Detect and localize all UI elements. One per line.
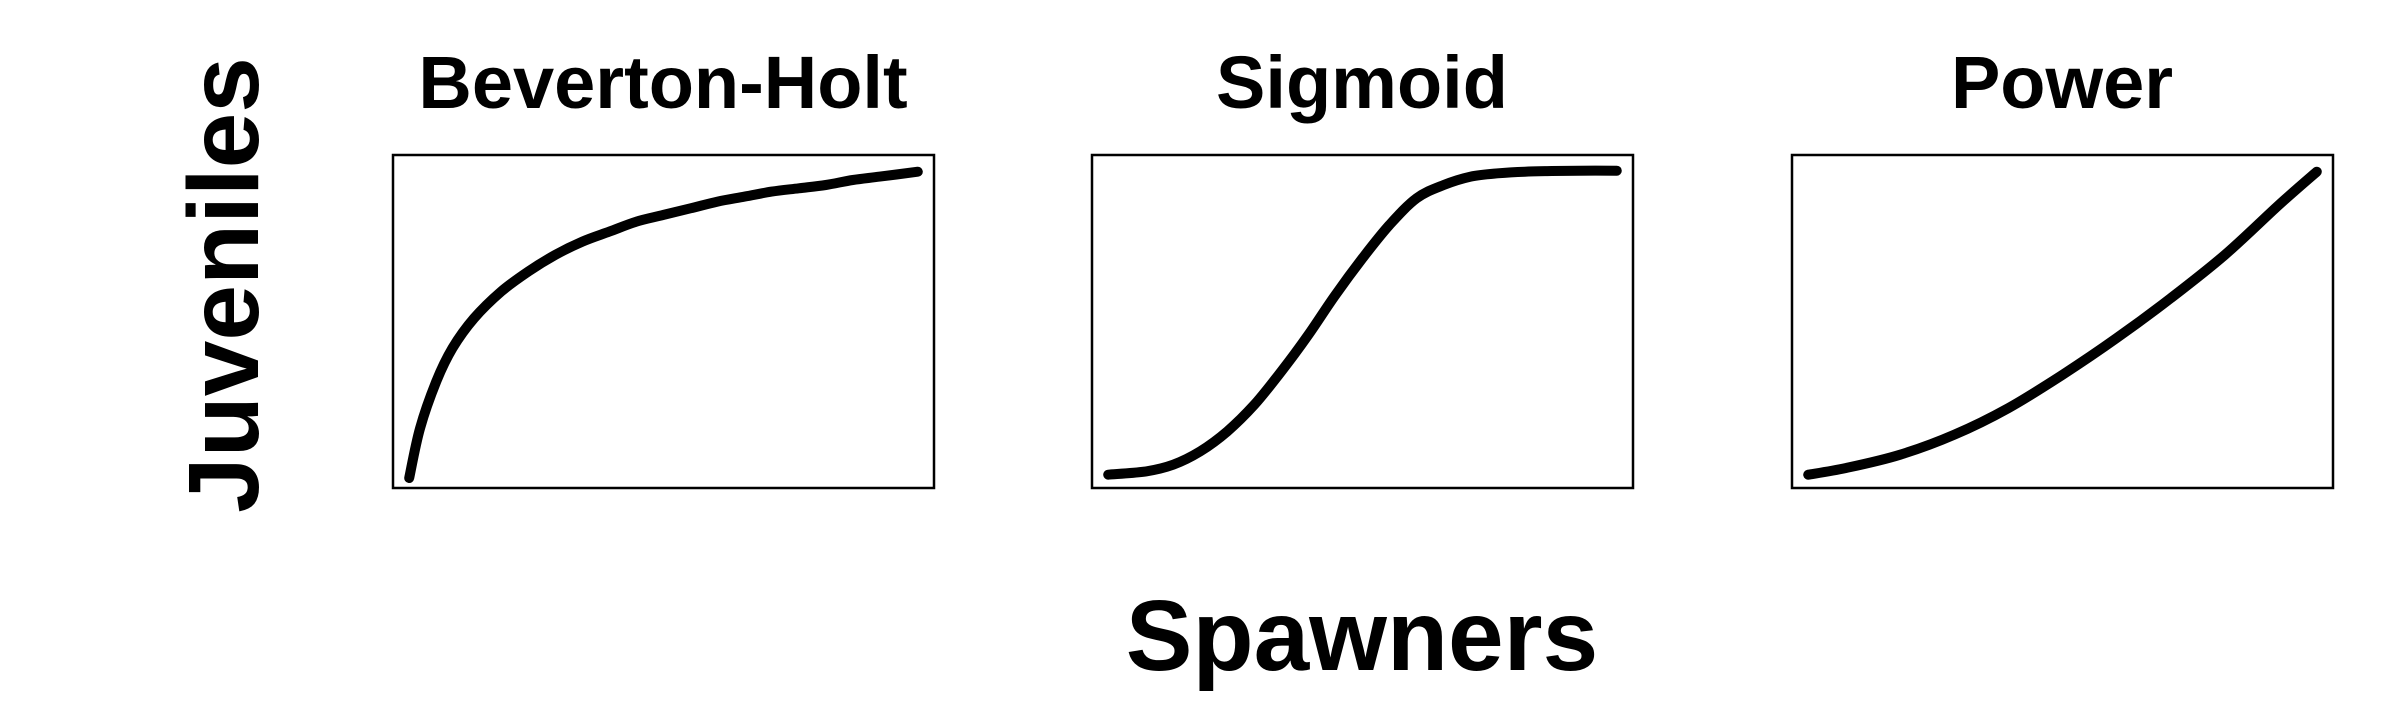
x-axis-label: Spawners xyxy=(1126,580,1598,692)
curve-power xyxy=(1803,166,2322,480)
panel-title-sigmoid: Sigmoid xyxy=(1216,41,1508,124)
panel-beverton-holt: Beverton-Holt xyxy=(391,41,936,490)
panel-title-beverton-holt: Beverton-Holt xyxy=(418,41,907,124)
plot-frame-beverton-holt xyxy=(391,153,936,490)
plot-frame-sigmoid xyxy=(1090,153,1635,490)
panel-sigmoid: Sigmoid xyxy=(1090,41,1635,490)
plot-frame-power xyxy=(1790,153,2335,490)
curve-beverton-holt xyxy=(404,166,923,483)
curve-sigmoid xyxy=(1103,165,1622,480)
panel-title-power: Power xyxy=(1951,41,2173,124)
panel-power: Power xyxy=(1790,41,2335,490)
y-axis-label: Juveniles xyxy=(168,57,280,513)
